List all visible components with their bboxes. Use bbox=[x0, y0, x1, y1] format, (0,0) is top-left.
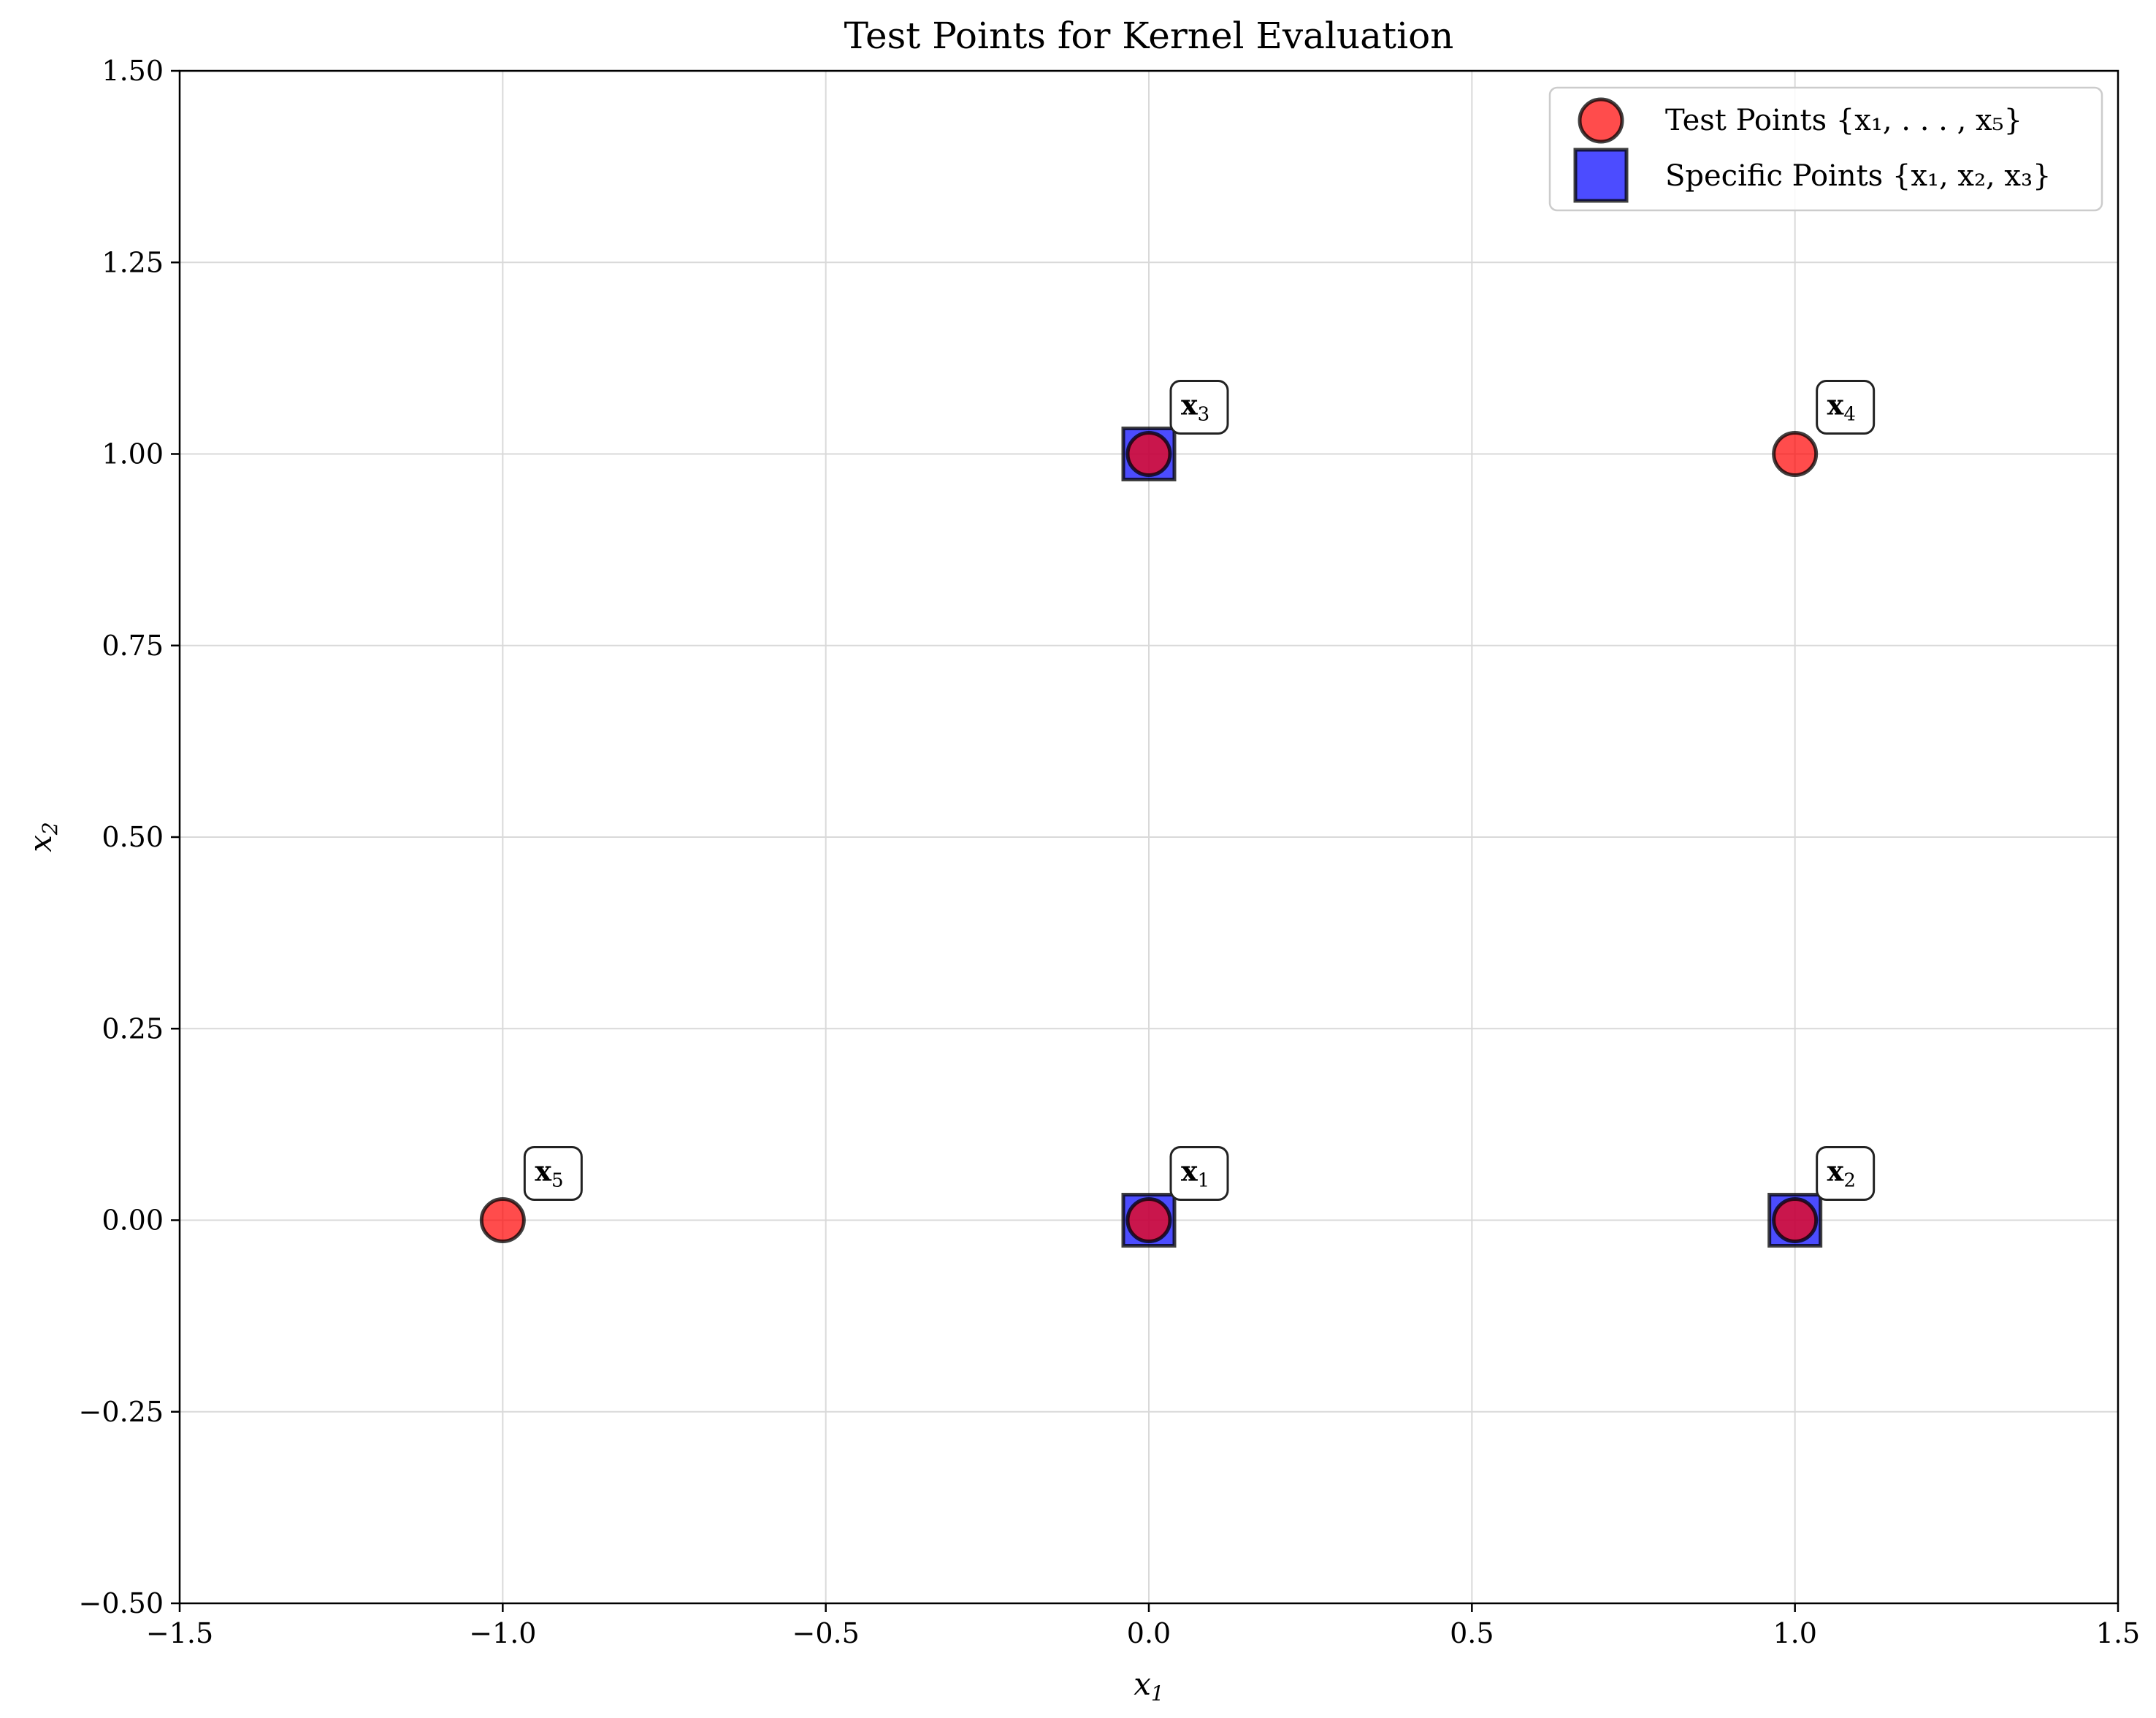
point-annotation: x1 bbox=[1169, 1146, 1229, 1201]
y-tick-label: 0.00 bbox=[102, 1204, 164, 1237]
test-point-marker bbox=[1772, 431, 1819, 477]
y-tick-label: 1.00 bbox=[102, 438, 164, 470]
x-tick-label: −0.5 bbox=[792, 1617, 860, 1649]
annotation-label: x4 bbox=[1827, 389, 1856, 426]
annotation-label: x5 bbox=[535, 1155, 563, 1192]
y-tick-label: 1.50 bbox=[102, 55, 164, 87]
point-annotation: x4 bbox=[1816, 380, 1876, 435]
test-point-marker bbox=[479, 1197, 526, 1243]
x-tick-label: 1.5 bbox=[2096, 1617, 2140, 1649]
annotation-box bbox=[523, 1146, 583, 1201]
legend-circle-marker bbox=[1578, 97, 1624, 144]
x-axis-label: x1 bbox=[1134, 1666, 1164, 1706]
x-tick-label: 0.5 bbox=[1450, 1617, 1494, 1649]
annotation-box bbox=[1816, 1146, 1876, 1201]
annotation-label: x2 bbox=[1827, 1155, 1856, 1192]
legend: Test Points {x₁, . . . , x₅} Specific Poi… bbox=[1548, 86, 2103, 212]
y-tick-label: 0.50 bbox=[102, 821, 164, 853]
annotation-box bbox=[1169, 1146, 1229, 1201]
legend-square-marker bbox=[1573, 148, 1629, 203]
point-annotation: x3 bbox=[1169, 380, 1229, 435]
y-tick-label: 0.75 bbox=[102, 630, 164, 662]
legend-label-specific-points: Specific Points {x₁, x₂, x₃} bbox=[1665, 159, 2051, 193]
y-tick-label: −0.50 bbox=[79, 1587, 164, 1619]
legend-frame bbox=[1548, 86, 2103, 212]
test-point-marker bbox=[1772, 1197, 1819, 1243]
y-tick-label: −0.25 bbox=[79, 1396, 164, 1428]
x-tick-label: −1.5 bbox=[146, 1617, 213, 1649]
y-tick-label: 0.25 bbox=[102, 1012, 164, 1045]
x-tick-label: 0.0 bbox=[1127, 1617, 1171, 1649]
legend-label-test-points: Test Points {x₁, . . . , x₅} bbox=[1665, 104, 2022, 137]
x-tick-label: 1.0 bbox=[1773, 1617, 1816, 1649]
annotation-box bbox=[1816, 380, 1876, 435]
annotation-label: x1 bbox=[1181, 1155, 1209, 1192]
x-tick-label: −1.0 bbox=[469, 1617, 536, 1649]
annotation-label: x3 bbox=[1181, 389, 1209, 426]
test-point-marker bbox=[1125, 1197, 1172, 1243]
y-tick-label: 1.25 bbox=[102, 246, 164, 278]
point-annotation: x2 bbox=[1816, 1146, 1876, 1201]
test-point-marker bbox=[1125, 431, 1172, 477]
annotation-box bbox=[1169, 380, 1229, 435]
chart-title: Test Points for Kernel Evaluation bbox=[844, 15, 1454, 57]
point-annotation: x5 bbox=[523, 1146, 583, 1201]
y-axis-label: x2 bbox=[23, 822, 62, 852]
